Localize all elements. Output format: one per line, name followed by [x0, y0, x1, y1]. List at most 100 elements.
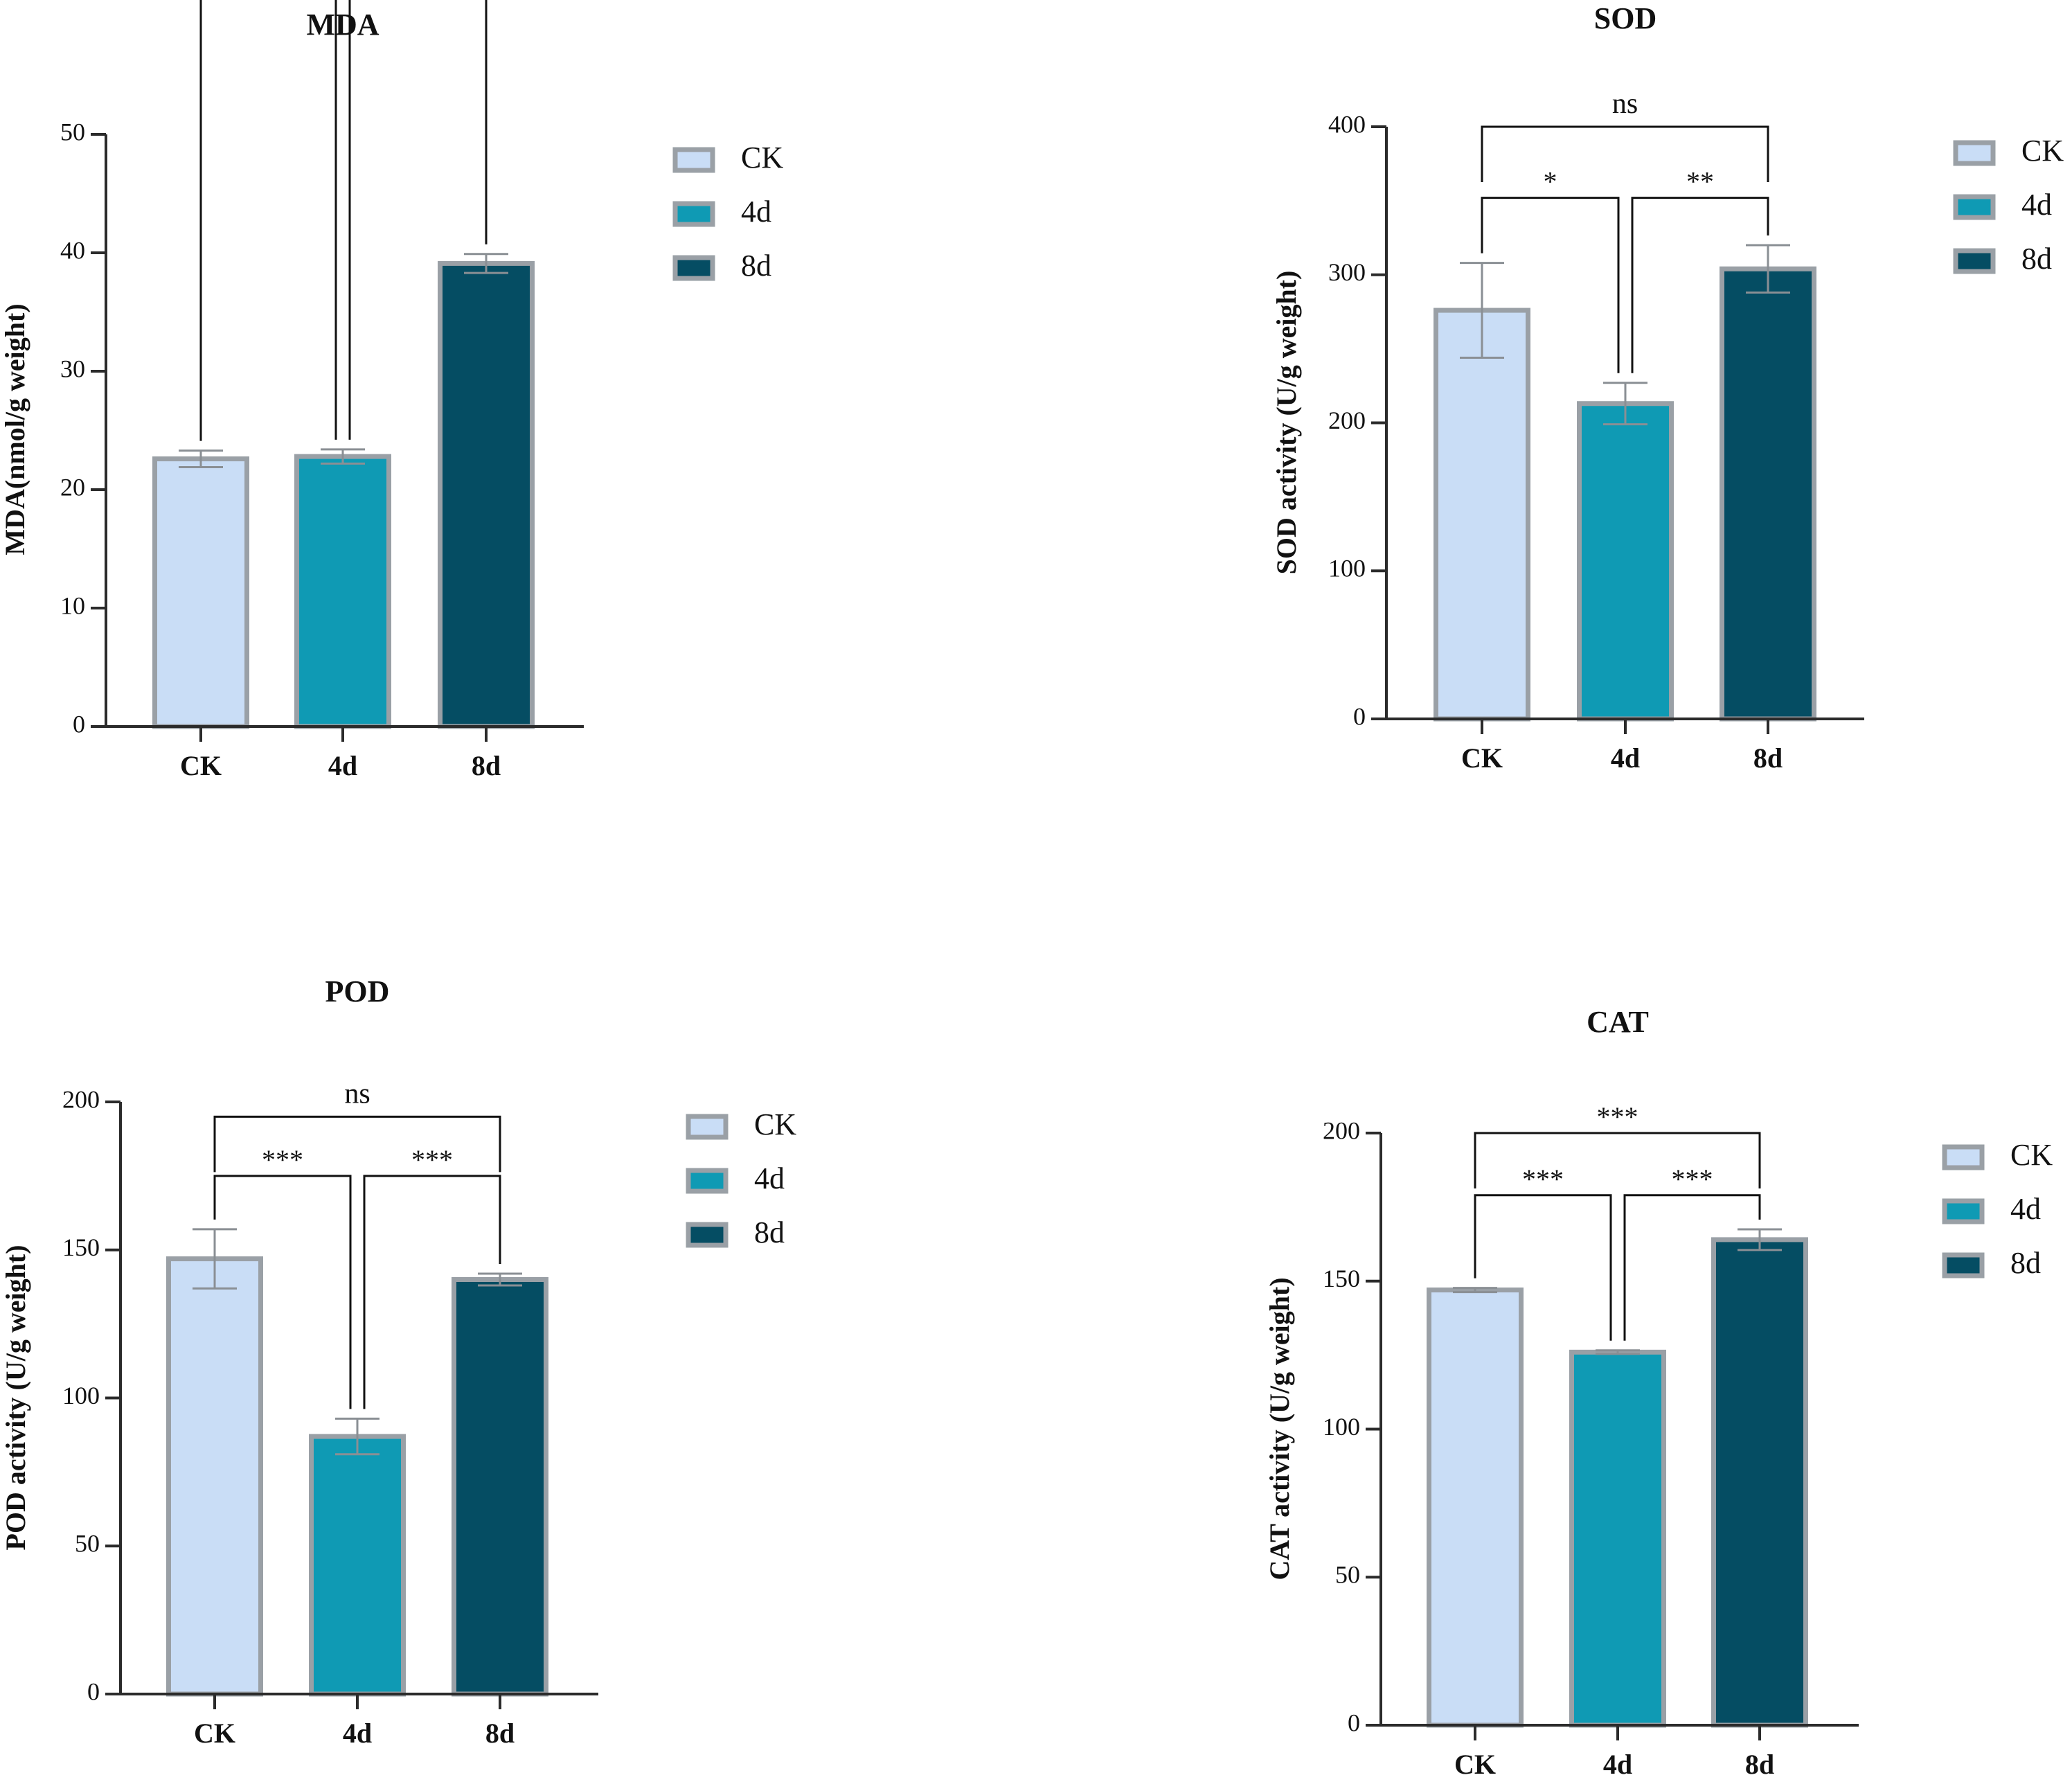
bar-8d [1711, 1237, 1808, 1728]
bar-4d [1569, 1349, 1666, 1728]
chart-sod: SOD SOD activity (U/g weight) 0 100 200 300 40… [1271, 1, 2064, 774]
chart-title: POD [325, 974, 390, 1008]
bar-ck [1427, 1288, 1524, 1728]
chart-title: MDA [306, 8, 379, 42]
legend-swatch-4d [1953, 194, 1996, 220]
chart-title: CAT [1587, 1005, 1649, 1039]
y-tick-label: 20 [60, 473, 85, 501]
significance-label: *** [1597, 1101, 1638, 1132]
significance-label: ns [1612, 88, 1638, 120]
x-tick-label: CK [1461, 742, 1503, 774]
legend-label-8d: 8d [2021, 242, 2052, 276]
x-tick-label: 4d [1611, 742, 1640, 774]
y-tick-label: 200 [1328, 407, 1366, 434]
y-tick-label: 10 [60, 591, 85, 619]
y-tick-label: 50 [1335, 1561, 1360, 1589]
y-tick-label: 200 [1323, 1116, 1360, 1144]
legend-label-4d: 4d [754, 1161, 785, 1195]
y-tick-label: 200 [62, 1085, 100, 1113]
legend-swatch-8d [1953, 248, 1996, 274]
legend-swatch-8d [1942, 1252, 1985, 1278]
y-tick-label: 150 [62, 1233, 100, 1261]
bar-ck [1434, 308, 1530, 722]
chart-cat: CAT CAT activity (U/g weight) 0 50 100 150 200… [1264, 1005, 2053, 1780]
x-tick-label: CK [1454, 1749, 1496, 1779]
legend-label-4d: 4d [2021, 188, 2052, 222]
significance-bracket [1623, 1194, 1761, 1341]
y-axis-label: POD activity (U/g weight) [0, 1245, 31, 1550]
legend-label-4d: 4d [2010, 1192, 2041, 1226]
legend-label-ck: CK [741, 141, 783, 175]
y-tick-label: 0 [87, 1677, 100, 1705]
legend-label-8d: 8d [754, 1215, 785, 1249]
y-tick-label: 300 [1328, 258, 1366, 286]
legend-label-ck: CK [2010, 1138, 2053, 1172]
y-axis-label: CAT activity (U/g weight) [1264, 1277, 1295, 1580]
y-tick-label: 30 [60, 355, 85, 382]
x-tick-label: 8d [1753, 742, 1783, 774]
significance-bracket [213, 1175, 352, 1409]
y-tick-label: 40 [60, 236, 85, 264]
significance-bracket [213, 1115, 501, 1173]
y-tick-label: 100 [1328, 555, 1366, 582]
significance-bracket [348, 0, 488, 440]
legend-label-ck: CK [2021, 134, 2064, 168]
legend-swatch-ck [686, 1114, 729, 1140]
legend-label-ck: CK [754, 1107, 796, 1141]
y-tick-label: 50 [60, 118, 85, 145]
legend-label-8d: 8d [2010, 1246, 2041, 1280]
bar-ck [166, 1256, 263, 1697]
y-tick-label: 100 [1323, 1413, 1360, 1441]
y-tick-label: 0 [73, 710, 85, 738]
significance-label: ns [344, 1078, 370, 1110]
legend-swatch-4d [686, 1168, 729, 1194]
y-tick-label: 100 [62, 1382, 100, 1409]
significance-label: *** [262, 1144, 303, 1175]
legend-swatch-8d [686, 1222, 729, 1248]
legend-label-8d: 8d [741, 249, 771, 283]
bar-ck [152, 456, 249, 729]
significance-bracket [1474, 1132, 1761, 1188]
legend-swatch-ck [672, 147, 715, 173]
y-tick-label: 0 [1348, 1709, 1360, 1736]
significance-bracket [1481, 125, 1769, 182]
x-tick-label: CK [180, 750, 222, 781]
y-axis-label: SOD activity (U/g weight) [1271, 271, 1302, 575]
y-tick-label: 400 [1328, 110, 1366, 138]
significance-bracket [1481, 197, 1620, 373]
bar-4d [1577, 401, 1674, 722]
bar-8d [438, 260, 535, 729]
chart-title: SOD [1594, 1, 1656, 35]
legend-swatch-4d [1942, 1198, 1985, 1224]
x-tick-label: CK [194, 1718, 235, 1749]
legend-swatch-4d [672, 201, 715, 227]
y-axis-label: MDA(nmol/g weight) [0, 303, 30, 555]
significance-bracket [363, 1175, 501, 1409]
significance-label: ** [1686, 166, 1714, 197]
x-tick-label: 4d [343, 1718, 372, 1749]
bar-8d [1720, 266, 1816, 722]
significance-bracket [1474, 1194, 1612, 1341]
chart-pod: POD POD activity (U/g weight) 0 50 100 150 200… [0, 974, 796, 1749]
legend-swatch-ck [1953, 140, 1996, 166]
significance-label: * [1544, 166, 1557, 197]
significance-label: *** [411, 1144, 453, 1175]
legend-swatch-8d [672, 255, 715, 281]
x-tick-label: 4d [328, 750, 357, 781]
significance-bracket [1631, 197, 1769, 373]
legend-label-4d: 4d [741, 195, 771, 229]
significance-label: *** [1672, 1164, 1713, 1195]
x-tick-label: 8d [1745, 1749, 1774, 1779]
y-tick-label: 0 [1353, 702, 1366, 730]
legend-swatch-ck [1942, 1144, 1985, 1170]
x-tick-label: 8d [472, 750, 501, 781]
significance-bracket [199, 0, 337, 441]
y-tick-label: 150 [1323, 1265, 1360, 1292]
significance-label: *** [1522, 1164, 1564, 1195]
bar-8d [452, 1277, 548, 1697]
bar-4d [309, 1434, 406, 1697]
y-tick-label: 50 [75, 1530, 100, 1558]
